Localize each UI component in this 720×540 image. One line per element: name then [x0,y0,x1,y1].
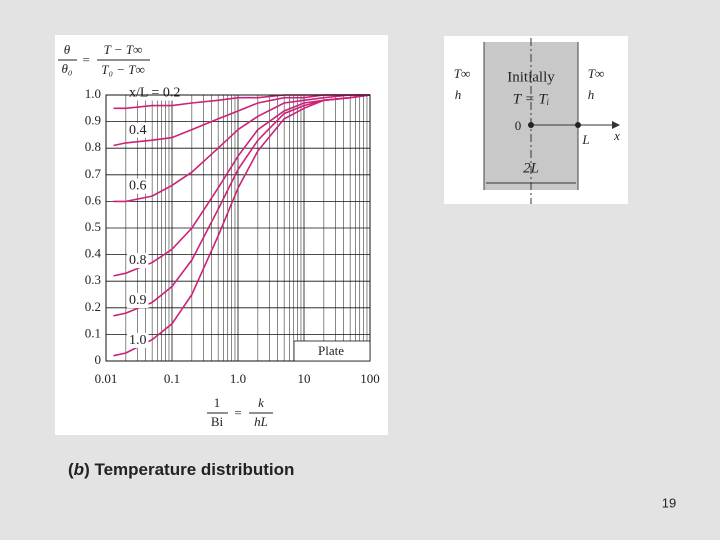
curve-label: 0.9 [129,293,147,308]
initial-condition: T = Tᵢ [513,91,549,107]
initially-label: Initially [507,69,555,85]
y-tick-label: 0.4 [85,246,102,261]
curve-label-bg [127,292,149,308]
equals: = [234,405,241,420]
x-tick-label: 0.1 [164,371,180,386]
heat-coeff: h [588,87,595,102]
curve-label: 1.0 [129,333,147,348]
caption-part: ) Temperature distribution [84,460,294,479]
frac-num: θ [64,42,71,57]
curve-label: 0.4 [129,123,147,138]
caption-part: b [74,460,84,479]
x-axis-label: 1 Bi = k hL [207,395,273,429]
edge-dot [575,122,581,128]
x-tick-label: 0.01 [95,371,118,386]
plot-frame [105,94,371,362]
curve-label: 0.8 [129,253,147,268]
y-tick-label: 0.8 [85,139,101,154]
y-tick-label: 0.2 [85,299,101,314]
frac-num: 1 [214,395,221,410]
frac-den: hL [254,414,268,429]
y-tick-label: 0.6 [85,192,102,207]
plot: 0 0.1 0.2 0.3 0.4 0.5 0.6 0.7 0.8 0.9 1.0 0.01 0.1 1.… [85,85,380,386]
ambient-temp: T∞ [588,66,605,81]
page-number: 19 [662,495,676,510]
curve-label-bg [127,332,149,348]
frac-num: T − T∞ [104,42,143,57]
origin-dot [528,122,534,128]
y-tick-label: 0.5 [85,219,101,234]
annotation-box [293,340,371,362]
frac-num: k [258,395,264,410]
length-label: L [581,132,589,147]
curve-label-bg [127,253,149,269]
series-line [113,94,370,203]
frac-den: θ₀ [62,61,73,76]
y-tick-label: 0 [95,352,102,367]
plate-diagram: T∞ h T∞ h Initially T = Tᵢ 0 L x 2L [444,36,628,204]
ambient-temp: T∞ [454,66,471,81]
y-tick-label: 0.7 [85,166,102,181]
y-tick-label: 0.1 [85,325,101,340]
origin-label: 0 [515,118,522,133]
x-tick-label: 10 [298,371,311,386]
x-tick-label: 1.0 [230,371,246,386]
series-line [113,94,371,357]
curve-label: x/L = 0.2 [129,86,180,101]
annotation: Plate [318,343,344,358]
curve-label-bg [127,122,149,138]
y-axis-label: θ θ₀ = T − T∞ T₀ − T∞ [58,42,150,77]
frac-den: T₀ − T∞ [101,62,145,77]
x-label: x [613,128,620,143]
caption: (b) Temperature distribution [68,460,294,479]
curve-label: 0.6 [129,179,147,194]
frac-den: Bi [211,414,224,429]
curve-label-bg [127,85,183,101]
width-label: 2L [523,160,539,176]
chart-panel [55,35,388,435]
curve-label-bg [127,178,149,194]
y-tick-label: 0.3 [85,272,101,287]
arrow-head [612,121,620,129]
equals: = [82,52,91,67]
y-tick-label: 0.9 [85,113,101,128]
y-tick-label: 1.0 [85,86,101,101]
heat-coeff: h [455,87,462,102]
caption-part: ( [68,460,74,479]
x-tick-label: 100 [360,371,380,386]
